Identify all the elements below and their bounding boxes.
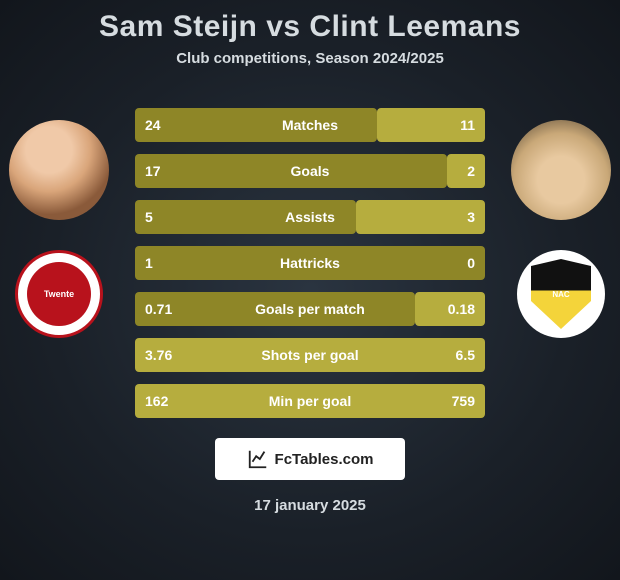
- club-right-logo: NAC: [517, 250, 605, 338]
- stat-value-right: 11: [450, 108, 485, 142]
- stat-bar-left: [135, 108, 377, 142]
- player-right-avatar: [511, 120, 611, 220]
- stat-row: 10Hattricks: [135, 246, 485, 280]
- right-column: NAC: [506, 120, 616, 338]
- stat-value-right: 0: [457, 246, 485, 280]
- stat-value-right: 3: [457, 200, 485, 234]
- stat-value-left: 17: [135, 154, 171, 188]
- stat-value-right: 759: [442, 384, 485, 418]
- stat-row: 53Assists: [135, 200, 485, 234]
- stat-value-left: 162: [135, 384, 178, 418]
- club-right-logo-shield: NAC: [531, 259, 591, 329]
- stat-value-left: 0.71: [135, 292, 182, 326]
- stat-value-left: 5: [135, 200, 163, 234]
- stat-value-left: 1: [135, 246, 163, 280]
- club-left-logo: Twente: [15, 250, 103, 338]
- club-left-logo-inner: Twente: [27, 262, 91, 326]
- date-text: 17 january 2025: [0, 497, 620, 514]
- stat-row: 162759Min per goal: [135, 384, 485, 418]
- page-title: Sam Steijn vs Clint Leemans: [0, 0, 620, 44]
- stat-row: 0.710.18Goals per match: [135, 292, 485, 326]
- stat-row: 2411Matches: [135, 108, 485, 142]
- stat-value-right: 6.5: [446, 338, 485, 372]
- brand-badge: FcTables.com: [215, 438, 405, 480]
- stat-row: 172Goals: [135, 154, 485, 188]
- stat-row: 3.766.5Shots per goal: [135, 338, 485, 372]
- brand-text: FcTables.com: [275, 451, 374, 468]
- stat-bar-left: [135, 154, 447, 188]
- subtitle: Club competitions, Season 2024/2025: [0, 50, 620, 67]
- chart-icon: [247, 448, 269, 470]
- stat-value-left: 24: [135, 108, 171, 142]
- stat-bar-neutral: [135, 384, 485, 418]
- stat-value-left: 3.76: [135, 338, 182, 372]
- comparison-bars: 2411Matches172Goals53Assists10Hattricks0…: [135, 108, 485, 430]
- left-column: Twente: [4, 120, 114, 338]
- stat-bar-neutral: [135, 338, 485, 372]
- stat-value-right: 0.18: [438, 292, 485, 326]
- stat-bar-left: [135, 246, 485, 280]
- player-left-avatar: [9, 120, 109, 220]
- stat-bar-left: [135, 200, 356, 234]
- stat-value-right: 2: [457, 154, 485, 188]
